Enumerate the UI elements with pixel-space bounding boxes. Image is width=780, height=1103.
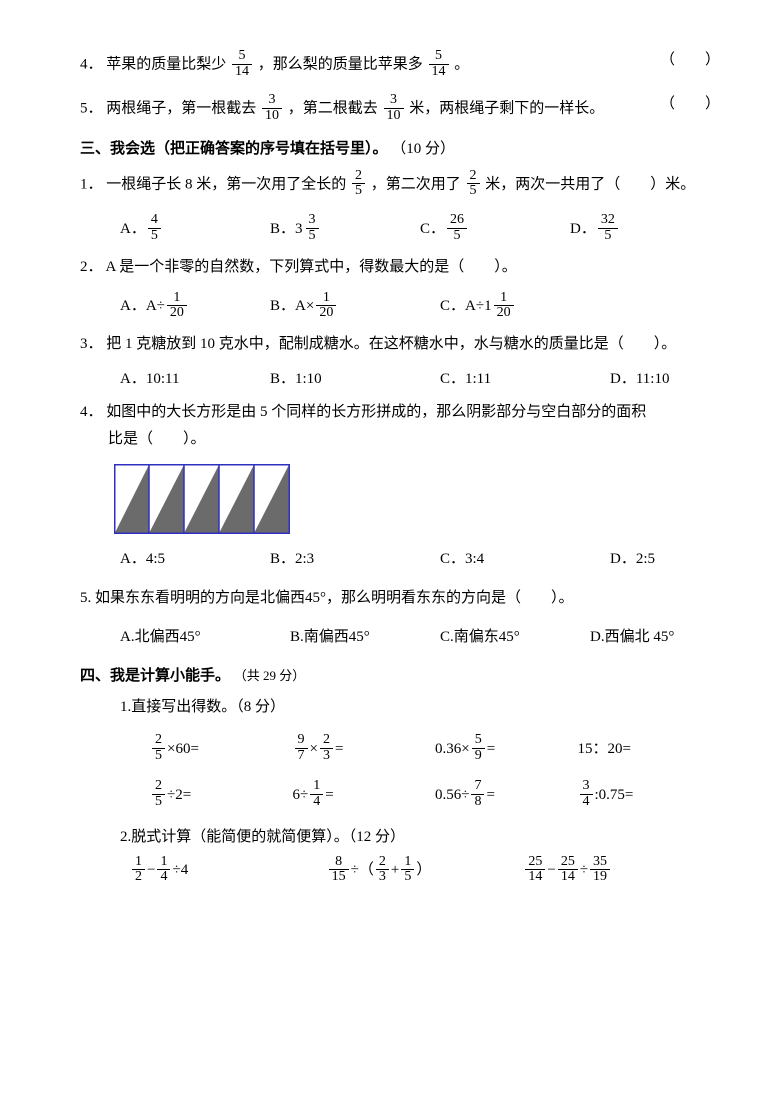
- rectangle-diagram: [114, 464, 290, 534]
- calc-c: 0.56÷78 =: [435, 780, 578, 810]
- option-b[interactable]: B.南偏西45°: [290, 627, 440, 648]
- text: 。: [454, 57, 469, 73]
- s3-q4-figure: [114, 464, 720, 541]
- text: 一根绳子长 8 米，第一次用了全长的: [106, 176, 346, 192]
- s3-q4-line2: 比是（ ）。: [108, 429, 720, 450]
- s3-q5-options: A.北偏西45° B.南偏西45° C.南偏东45° D.西偏北 45°: [120, 627, 720, 648]
- text: A 是一个非零的自然数，下列算式中，得数最大的是（ ）。: [105, 259, 516, 275]
- calc-a: 25 ×60=: [150, 734, 293, 764]
- fraction: 25: [352, 169, 365, 199]
- q-num: 2．: [80, 259, 103, 275]
- option-a[interactable]: A．4:5: [120, 549, 270, 570]
- option-a[interactable]: A.北偏西45°: [120, 627, 290, 648]
- fraction: 514: [429, 49, 449, 79]
- title: 三、我会选（把正确答案的序号填在括号里）。: [80, 141, 388, 157]
- text: 比是（ ）。: [108, 431, 206, 447]
- q-num: 1．: [80, 176, 103, 192]
- option-b[interactable]: B．2:3: [270, 549, 440, 570]
- text: 苹果的质量比梨少: [106, 57, 226, 73]
- fraction: 310: [262, 93, 282, 123]
- answer-paren[interactable]: （ ）: [660, 94, 720, 115]
- q-num: 4．: [80, 404, 103, 420]
- s4-p1-title: 1.直接写出得数。（8 分）: [120, 697, 720, 718]
- option-d[interactable]: D．2:5: [610, 549, 655, 570]
- option-b[interactable]: B．A×120: [270, 292, 440, 322]
- text: 如图中的大长方形是由 5 个同样的长方形拼成的，那么阴影部分与空白部分的面积: [106, 404, 646, 420]
- calc-b: 6÷14 =: [293, 780, 436, 810]
- s3-q3-options: A．10:11 B．1:10 C．1:11 D．11:10: [120, 369, 720, 390]
- expr-c: 2514 − 2514 ÷ 3519: [523, 856, 720, 886]
- section-3-title: 三、我会选（把正确答案的序号填在括号里）。 （10 分）: [80, 139, 720, 160]
- option-c[interactable]: C．3:4: [440, 549, 610, 570]
- expr-b: 815 ÷（23 + 15）: [327, 856, 524, 886]
- text: ，第二根截去: [288, 101, 378, 117]
- text: ，第二次用了: [371, 176, 461, 192]
- q-num: 3．: [80, 336, 103, 352]
- option-a[interactable]: A．A÷120: [120, 292, 270, 322]
- calc-d: 15：20=: [578, 734, 721, 764]
- option-c[interactable]: C．265: [420, 214, 570, 244]
- calc-a: 25 ÷2=: [150, 780, 293, 810]
- option-d[interactable]: D．325: [570, 214, 620, 244]
- text: 米，两次一共用了（ ）米。: [485, 176, 695, 192]
- calc-b: 97 ×23 =: [293, 734, 436, 764]
- option-b[interactable]: B．335: [270, 214, 420, 244]
- text: 如果东东看明明的方向是北偏西45°，那么明明看东东的方向是（ ）。: [95, 590, 574, 606]
- tf-q4: 4． 苹果的质量比梨少 514 ，那么梨的质量比苹果多 514 。 （ ）: [80, 50, 720, 80]
- option-c[interactable]: C．A÷1120: [440, 292, 516, 322]
- text: 两根绳子，第一根截去: [106, 101, 256, 117]
- option-a[interactable]: A．10:11: [120, 369, 270, 390]
- option-a[interactable]: A．45: [120, 214, 270, 244]
- q-num: 5．: [80, 101, 103, 117]
- s3-q4: 4． 如图中的大长方形是由 5 个同样的长方形拼成的，那么阴影部分与空白部分的面…: [80, 402, 720, 423]
- option-d[interactable]: D．11:10: [610, 369, 669, 390]
- title: 四、我是计算小能手。: [80, 668, 230, 684]
- text: 米，两根绳子剩下的一样长。: [409, 101, 604, 117]
- points: （10 分）: [391, 141, 455, 157]
- s3-q1-options: A．45 B．335 C．265 D．325: [120, 214, 720, 244]
- answer-paren[interactable]: （ ）: [660, 50, 720, 71]
- points: （共 29 分）: [234, 668, 306, 683]
- text: 把 1 克糖放到 10 克水中，配制成糖水。在这杯糖水中，水与糖水的质量比是（ …: [106, 336, 676, 352]
- fraction: 310: [384, 93, 404, 123]
- s4-p2-title: 2.脱式计算（能简便的就简便算）。（12 分）: [120, 827, 720, 848]
- s3-q2: 2． A 是一个非零的自然数，下列算式中，得数最大的是（ ）。: [80, 257, 720, 278]
- q-num: 5.: [80, 590, 91, 606]
- fraction: 25: [467, 169, 480, 199]
- option-d[interactable]: D.西偏北 45°: [590, 627, 674, 648]
- s4-p1-row2: 25 ÷2= 6÷14 = 0.56÷78 = 34 :0.75=: [150, 780, 720, 810]
- fraction: 514: [232, 49, 252, 79]
- option-b[interactable]: B．1:10: [270, 369, 440, 390]
- tf-q5: 5． 两根绳子，第一根截去 310 ，第二根截去 310 米，两根绳子剩下的一样…: [80, 94, 720, 124]
- s3-q2-options: A．A÷120 B．A×120 C．A÷1120: [120, 292, 720, 322]
- q-num: 4．: [80, 57, 103, 73]
- text: ，那么梨的质量比苹果多: [258, 57, 423, 73]
- s4-p1-row1: 25 ×60= 97 ×23 = 0.36×59 = 15：20=: [150, 734, 720, 764]
- section-4-title: 四、我是计算小能手。 （共 29 分）: [80, 666, 720, 687]
- s3-q1: 1． 一根绳子长 8 米，第一次用了全长的 25 ，第二次用了 25 米，两次一…: [80, 170, 720, 200]
- expr-a: 12 − 14 ÷4: [130, 856, 327, 886]
- option-c[interactable]: C．1:11: [440, 369, 610, 390]
- s3-q4-options: A．4:5 B．2:3 C．3:4 D．2:5: [120, 549, 720, 570]
- calc-d: 34 :0.75=: [578, 780, 721, 810]
- s3-q3: 3． 把 1 克糖放到 10 克水中，配制成糖水。在这杯糖水中，水与糖水的质量比…: [80, 334, 720, 355]
- s4-p2-row: 12 − 14 ÷4 815 ÷（23 + 15） 2514 − 2514 ÷ …: [130, 856, 720, 886]
- s3-q5: 5. 如果东东看明明的方向是北偏西45°，那么明明看东东的方向是（ ）。: [80, 588, 720, 609]
- calc-c: 0.36×59 =: [435, 734, 578, 764]
- option-c[interactable]: C.南偏东45°: [440, 627, 590, 648]
